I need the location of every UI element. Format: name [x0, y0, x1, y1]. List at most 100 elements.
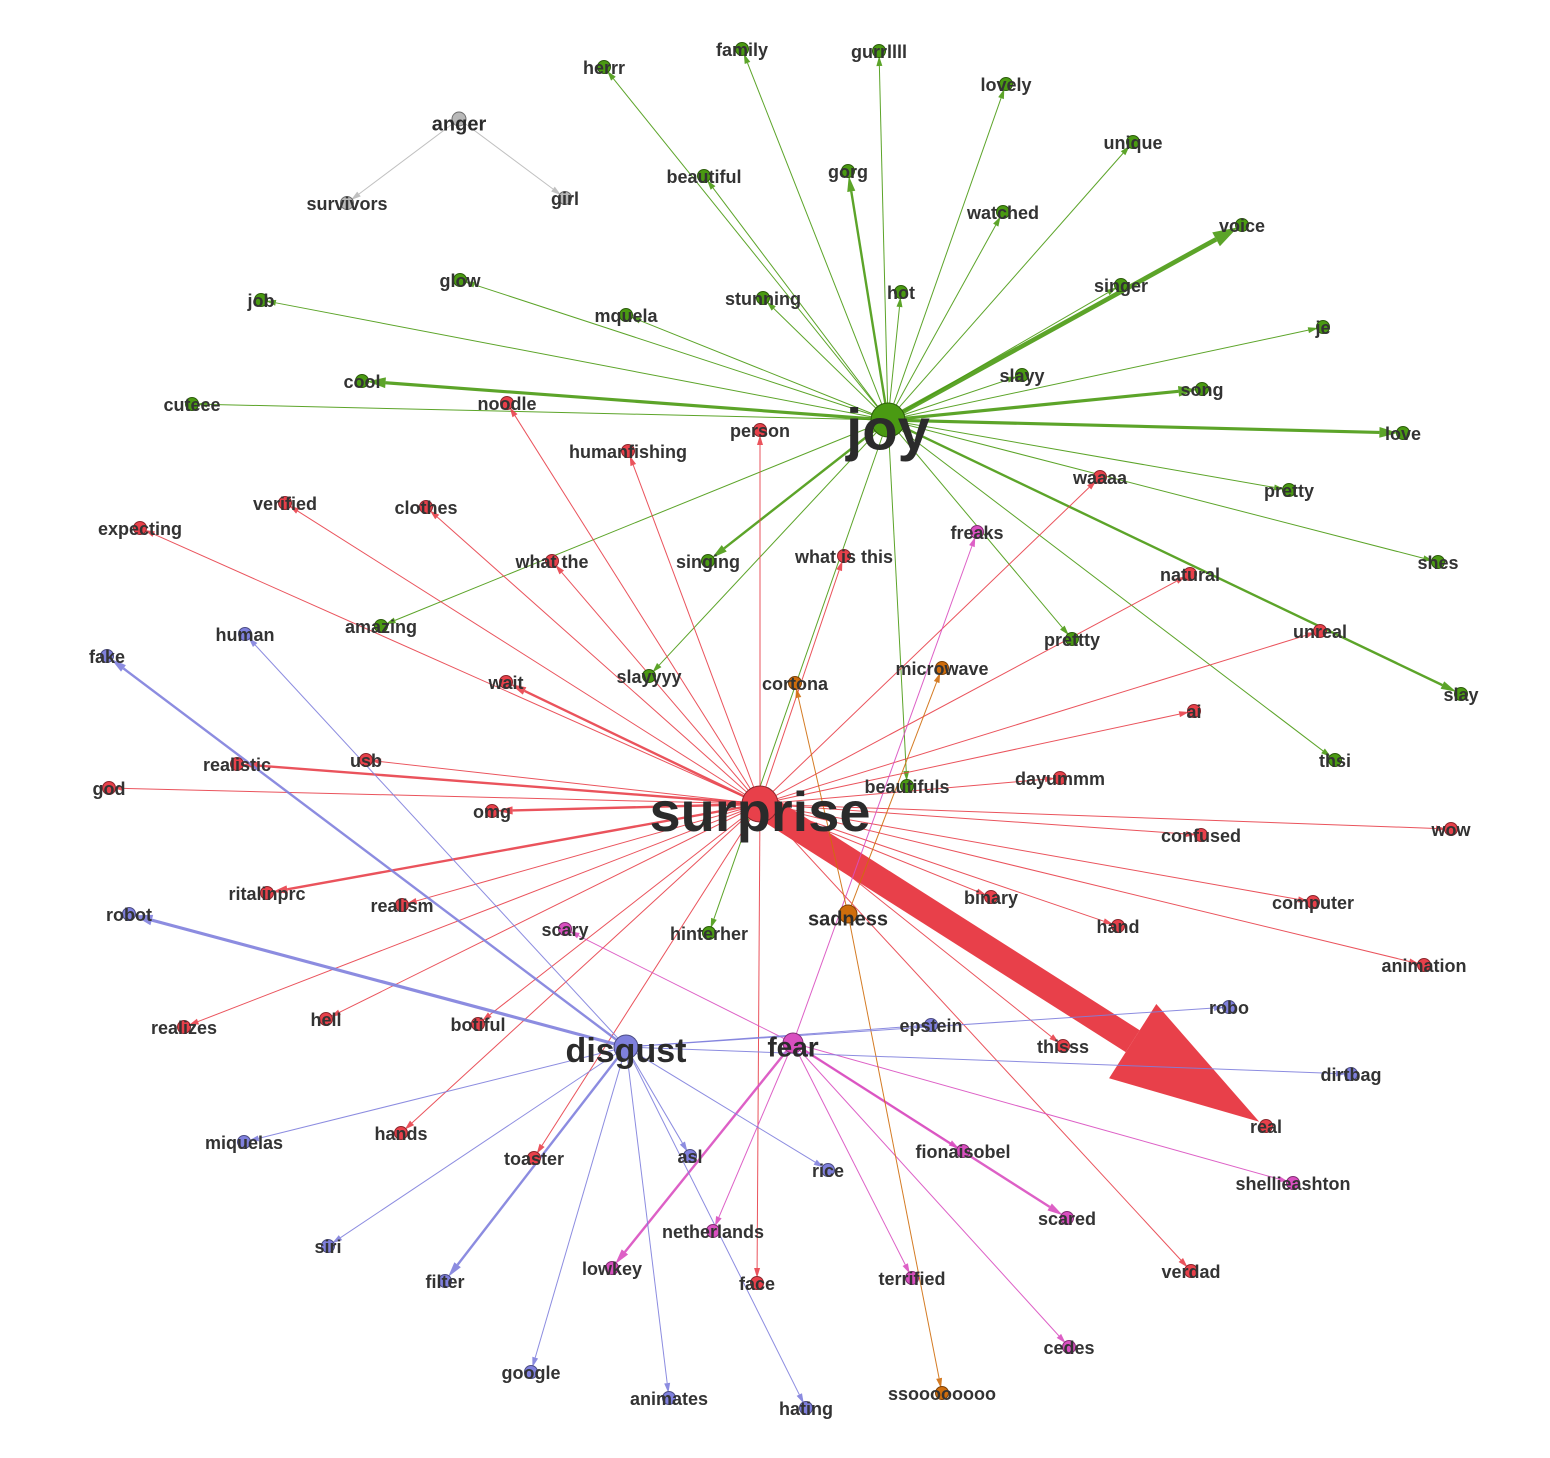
node-hating[interactable] [799, 1401, 813, 1415]
hub-node-joy[interactable] [870, 402, 906, 438]
node-cuteee[interactable] [185, 397, 199, 411]
node-microwave[interactable] [935, 661, 949, 675]
node-gorg[interactable] [841, 164, 855, 178]
node-humanfishing[interactable] [621, 444, 635, 458]
node-amazing[interactable] [374, 619, 388, 633]
node-shes[interactable] [1431, 555, 1445, 569]
node-animates[interactable] [662, 1391, 676, 1405]
node-usb[interactable] [359, 753, 373, 767]
hub-node-surprise[interactable] [741, 785, 779, 823]
node-ssoooooooo[interactable] [935, 1386, 949, 1400]
node-hot[interactable] [894, 285, 908, 299]
node-natural[interactable] [1183, 567, 1197, 581]
node-freaks[interactable] [970, 525, 984, 539]
node-stunning[interactable] [756, 291, 770, 305]
node-filter[interactable] [438, 1274, 452, 1288]
node-hell[interactable] [319, 1012, 333, 1026]
node-clothes[interactable] [419, 500, 433, 514]
node-cool[interactable] [355, 374, 369, 388]
node-siri[interactable] [321, 1239, 335, 1253]
node-confused[interactable] [1194, 828, 1208, 842]
node-shellieashton[interactable] [1286, 1176, 1300, 1190]
node-noodle[interactable] [500, 396, 514, 410]
node-cedes[interactable] [1062, 1340, 1076, 1354]
node-what_the[interactable] [545, 554, 559, 568]
node-family[interactable] [735, 42, 749, 56]
node-human[interactable] [238, 627, 252, 641]
node-asl[interactable] [683, 1149, 697, 1163]
node-person[interactable] [753, 423, 767, 437]
node-epstein[interactable] [924, 1018, 938, 1032]
node-terrified[interactable] [905, 1271, 919, 1285]
node-lovely[interactable] [999, 77, 1013, 91]
node-mquela[interactable] [619, 308, 633, 322]
node-robot[interactable] [122, 907, 136, 921]
node-lowkey[interactable] [605, 1261, 619, 1275]
node-thsi[interactable] [1328, 753, 1342, 767]
node-fionaisobel[interactable] [956, 1144, 970, 1158]
node-je[interactable] [1316, 320, 1330, 334]
node-computer[interactable] [1306, 895, 1320, 909]
node-unique[interactable] [1126, 135, 1140, 149]
node-pretty[interactable] [1282, 483, 1296, 497]
node-singer[interactable] [1114, 278, 1128, 292]
node-verified[interactable] [278, 496, 292, 510]
node-unreal[interactable] [1313, 624, 1327, 638]
node-hinterher[interactable] [702, 926, 716, 940]
node-job[interactable] [254, 293, 268, 307]
node-hands[interactable] [394, 1126, 408, 1140]
node-slayy[interactable] [1015, 368, 1029, 382]
node-dayummm[interactable] [1053, 771, 1067, 785]
node-real[interactable] [1259, 1119, 1273, 1133]
node-girl[interactable] [558, 191, 572, 205]
node-song[interactable] [1195, 382, 1209, 396]
node-beautiful[interactable] [697, 169, 711, 183]
node-prettty[interactable] [1065, 632, 1079, 646]
node-rice[interactable] [821, 1163, 835, 1177]
node-survivors[interactable] [340, 196, 354, 210]
node-slayyyy[interactable] [642, 669, 656, 683]
node-wow[interactable] [1444, 822, 1458, 836]
node-dirtbag[interactable] [1344, 1067, 1358, 1081]
node-expecting[interactable] [133, 521, 147, 535]
node-fake[interactable] [100, 649, 114, 663]
node-omg[interactable] [485, 804, 499, 818]
node-realizes[interactable] [177, 1020, 191, 1034]
node-animation[interactable] [1417, 958, 1431, 972]
node-what_is_this[interactable] [837, 549, 851, 563]
node-verdad[interactable] [1184, 1264, 1198, 1278]
hub-node-disgust[interactable] [613, 1034, 639, 1060]
node-realistic[interactable] [230, 757, 244, 771]
node-love[interactable] [1396, 426, 1410, 440]
node-hand[interactable] [1111, 919, 1125, 933]
hub-node-sadness[interactable] [838, 904, 858, 924]
node-google[interactable] [524, 1365, 538, 1379]
node-binary[interactable] [984, 890, 998, 904]
node-scared[interactable] [1060, 1211, 1074, 1225]
node-beautifuls[interactable] [900, 779, 914, 793]
node-glow[interactable] [453, 273, 467, 287]
node-ai[interactable] [1187, 704, 1201, 718]
node-singing[interactable] [701, 554, 715, 568]
node-thisss[interactable] [1056, 1039, 1070, 1053]
node-cortona[interactable] [788, 676, 802, 690]
node-ritalinprc[interactable] [260, 886, 274, 900]
node-netherlands[interactable] [706, 1224, 720, 1238]
node-gurrllll[interactable] [872, 44, 886, 58]
node-robo[interactable] [1222, 1000, 1236, 1014]
node-voice[interactable] [1235, 218, 1249, 232]
node-wait[interactable] [499, 675, 513, 689]
node-botiful[interactable] [471, 1017, 485, 1031]
node-realism[interactable] [395, 898, 409, 912]
node-slay[interactable] [1454, 687, 1468, 701]
hub-node-anger[interactable] [451, 111, 467, 127]
node-god[interactable] [102, 781, 116, 795]
node-scary[interactable] [558, 922, 572, 936]
node-miquelas[interactable] [237, 1135, 251, 1149]
node-toaster[interactable] [527, 1151, 541, 1165]
node-herrr[interactable] [597, 60, 611, 74]
node-waaaa[interactable] [1093, 470, 1107, 484]
node-face[interactable] [750, 1276, 764, 1290]
node-watched[interactable] [996, 205, 1010, 219]
hub-node-fear[interactable] [782, 1032, 804, 1054]
